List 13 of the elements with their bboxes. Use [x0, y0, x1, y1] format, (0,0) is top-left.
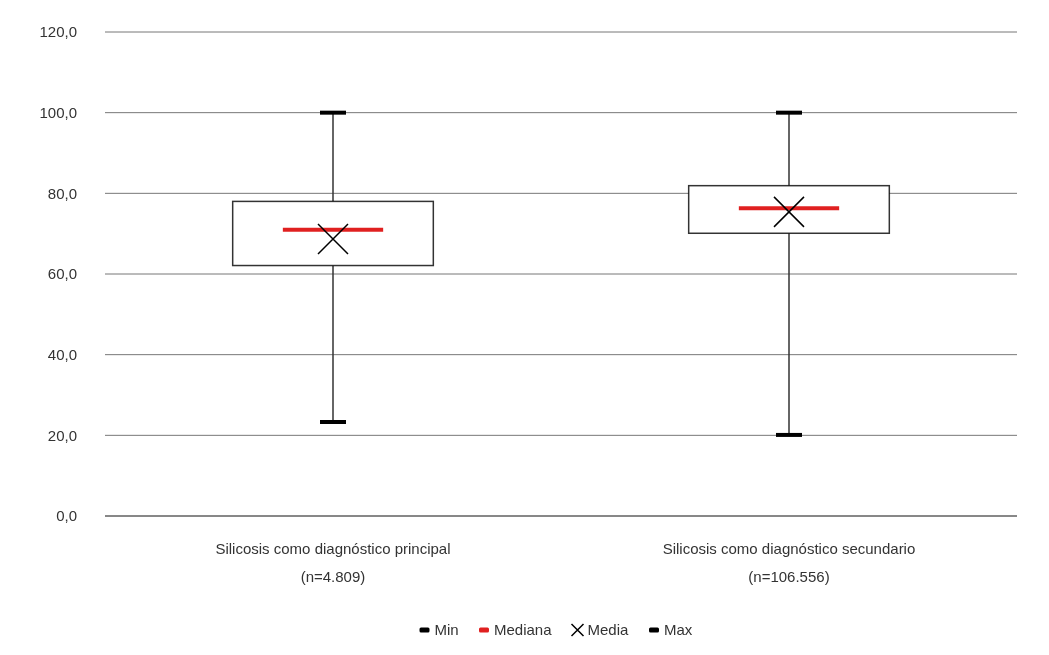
y-tick-label: 120,0 [39, 23, 77, 41]
y-tick-label: 20,0 [47, 426, 77, 444]
text: Max [664, 621, 693, 638]
y-tick-label: 80,0 [47, 184, 77, 202]
x-tick-label: Silicosis como diagnóstico principal (n=4.809) [215, 540, 451, 585]
y-tick-label: 0,0 [56, 507, 77, 525]
y-tick-label: 60,0 [47, 265, 77, 283]
text: Media [587, 621, 630, 638]
y-tick-label: 40,0 [47, 345, 77, 363]
text: Mediana [494, 621, 553, 638]
x-tick-label: Silicosis como diagnóstico secundario (n=106.556) [662, 540, 916, 585]
text: Min [434, 621, 459, 638]
y-tick-label: 100,0 [39, 103, 77, 121]
